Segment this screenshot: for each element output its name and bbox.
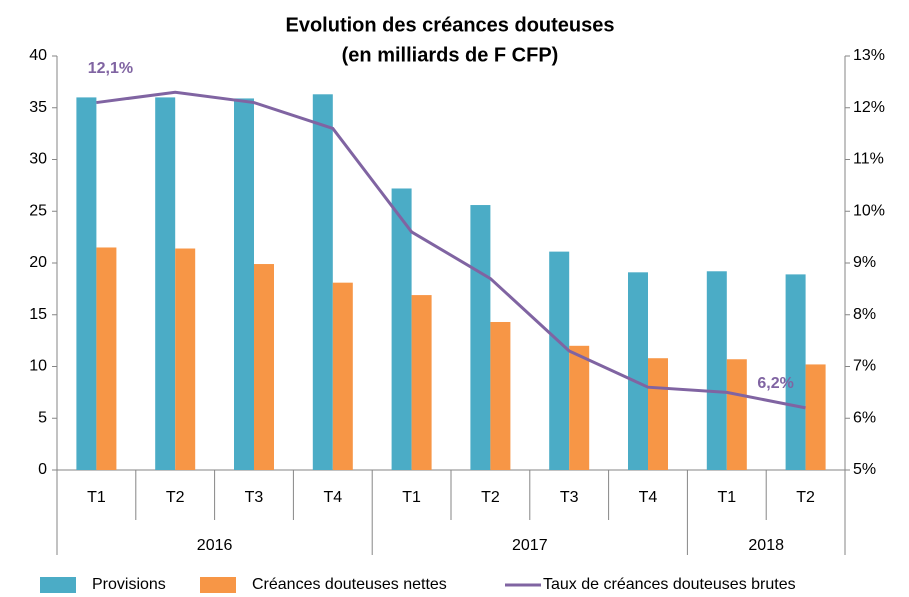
bar: [175, 248, 196, 470]
bar: [805, 364, 826, 470]
bar: [411, 295, 432, 470]
y2-tick-label: 9%: [853, 254, 876, 271]
legend-label: Créances douteuses nettes: [252, 576, 447, 593]
x-tick-label: T4: [639, 489, 658, 506]
y2-tick-label: 7%: [853, 358, 876, 375]
y-tick-label: 0: [38, 461, 47, 478]
legend-swatch: [40, 577, 76, 593]
bar: [76, 97, 97, 471]
group-label: 2016: [197, 537, 233, 554]
y-tick-label: 25: [29, 202, 47, 219]
bar: [96, 247, 117, 470]
bar: [569, 345, 590, 470]
x-tick-label: T4: [323, 489, 342, 506]
x-tick-label: T2: [166, 489, 185, 506]
bar: [628, 272, 648, 470]
bar: [648, 358, 668, 470]
y-tick-label: 5: [38, 409, 47, 426]
x-tick-label: T2: [796, 489, 815, 506]
bar: [155, 97, 176, 471]
x-tick-label: T1: [402, 489, 421, 506]
legend-swatch: [200, 577, 236, 593]
y2-tick-label: 10%: [853, 202, 885, 219]
bar: [706, 271, 727, 470]
bar: [490, 321, 511, 470]
x-tick-label: T3: [245, 489, 264, 506]
bar: [470, 205, 491, 471]
data-label: 12,1%: [88, 60, 133, 77]
x-tick-label: T2: [481, 489, 500, 506]
chart-title: Evolution des créances douteuses: [286, 14, 615, 36]
y-tick-label: 35: [29, 99, 47, 116]
y-tick-label: 20: [29, 254, 47, 271]
y-tick-label: 15: [29, 306, 47, 323]
bar: [234, 98, 254, 470]
y2-tick-label: 12%: [853, 99, 885, 116]
data-label: 6,2%: [757, 375, 793, 392]
y2-tick-label: 8%: [853, 306, 876, 323]
line: [96, 90, 806, 410]
bar: [726, 359, 747, 470]
y2-tick-label: 11%: [853, 151, 884, 168]
bar: [549, 251, 570, 470]
y-tick-label: 30: [29, 151, 47, 168]
bar: [254, 264, 274, 470]
group-label: 2018: [748, 537, 784, 554]
group-label: 2017: [512, 537, 548, 554]
x-tick-label: T3: [560, 489, 579, 506]
bar: [785, 274, 806, 470]
chart-subtitle: (en milliards de F CFP): [342, 44, 559, 66]
x-tick-label: T1: [87, 489, 106, 506]
x-tick-label: T1: [717, 489, 736, 506]
bar: [391, 188, 412, 471]
y2-tick-label: 5%: [853, 461, 876, 478]
y2-tick-label: 13%: [853, 47, 885, 64]
bar: [332, 282, 353, 470]
bar: [312, 94, 333, 471]
y-tick-label: 10: [29, 358, 47, 375]
y-tick-label: 40: [29, 47, 47, 64]
legend-label: Taux de créances douteuses brutes: [543, 576, 796, 593]
y2-tick-label: 6%: [853, 409, 876, 426]
legend-label: Provisions: [92, 576, 166, 593]
